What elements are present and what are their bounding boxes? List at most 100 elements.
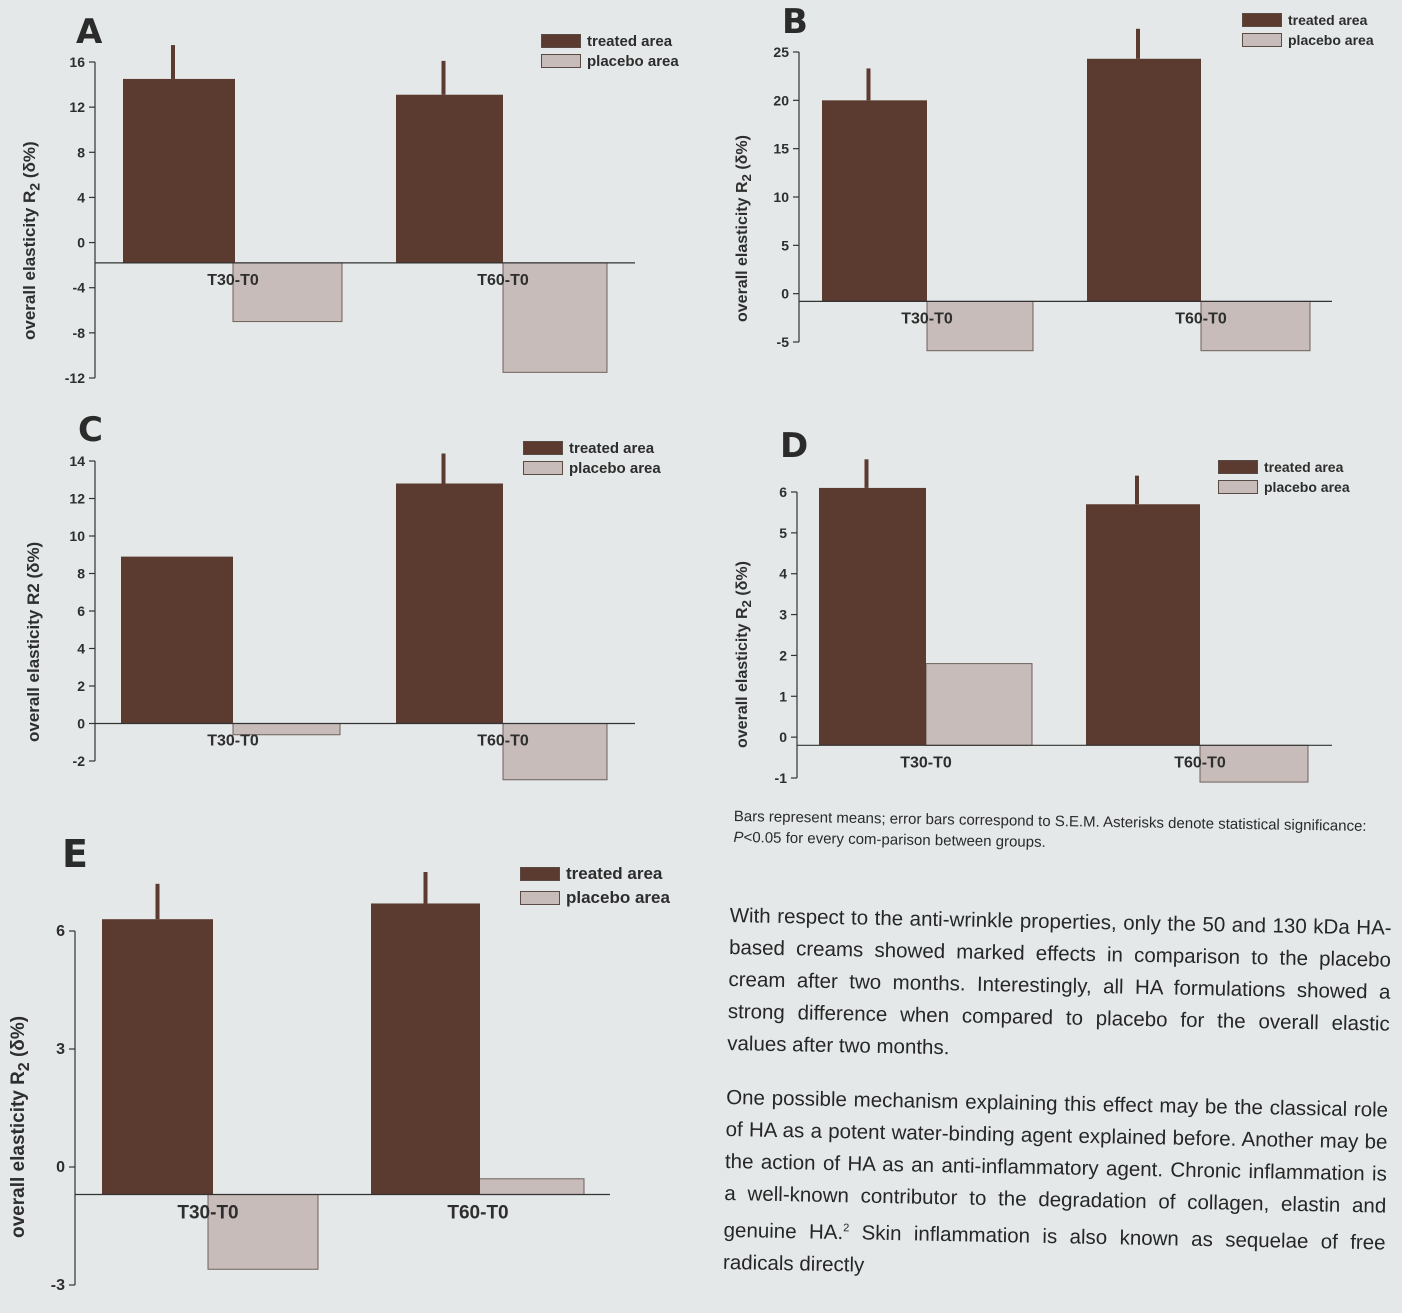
legend-label-treated: treated area bbox=[587, 32, 673, 50]
y-tick-label: 0 bbox=[781, 286, 789, 302]
y-tick-label: 6 bbox=[56, 923, 65, 940]
bar-treated bbox=[371, 903, 480, 1195]
legend: treated area placebo area bbox=[541, 31, 679, 71]
legend-swatch-treated bbox=[1242, 13, 1282, 27]
bar-treated bbox=[102, 919, 213, 1195]
x-category-label: T30-T0 bbox=[901, 310, 953, 327]
legend-swatch-placebo bbox=[1218, 480, 1258, 494]
y-tick-label: 0 bbox=[56, 1159, 65, 1176]
legend-swatch-placebo bbox=[520, 891, 560, 905]
chart-panel-e: E treated area placebo area overall elas… bbox=[0, 820, 720, 1294]
y-tick-label: 10 bbox=[69, 528, 85, 544]
y-tick-label: -12 bbox=[65, 370, 85, 386]
y-tick-label: 14 bbox=[69, 453, 85, 469]
y-tick-label: 12 bbox=[69, 99, 85, 115]
y-tick-label: 16 bbox=[69, 54, 85, 70]
bar-placebo bbox=[925, 663, 1033, 746]
bar-placebo bbox=[926, 300, 1034, 352]
bar-treated bbox=[819, 487, 926, 746]
y-tick-label: 5 bbox=[781, 237, 789, 253]
y-tick-label: 0 bbox=[77, 235, 85, 251]
bar-treated bbox=[1087, 58, 1201, 302]
y-tick-label: 8 bbox=[77, 566, 85, 582]
chart-plot: -12 -8 -4 0 4 8 12 16 T30-T0 T60-T0 bbox=[65, 45, 635, 386]
paragraph-1: With respect to the anti-wrinkle propert… bbox=[727, 903, 1392, 1060]
x-category-label: T60-T0 bbox=[1174, 754, 1226, 771]
legend-label-placebo: placebo area bbox=[569, 459, 661, 477]
legend-label-treated: treated area bbox=[569, 439, 655, 457]
caption-p-symbol: P bbox=[733, 828, 744, 847]
caption-text-end: <0.05 for every com-parison between grou… bbox=[743, 829, 1046, 851]
y-tick-label: 10 bbox=[773, 189, 789, 205]
y-tick-label: 4 bbox=[77, 641, 85, 657]
bar-placebo bbox=[207, 1194, 319, 1270]
y-tick-label: -1 bbox=[775, 770, 788, 786]
legend: treated area placebo area bbox=[520, 862, 670, 910]
chart-plot: -1 0 1 2 3 4 5 6 T30-T0 T60-T0 bbox=[775, 459, 1332, 786]
figure-caption: Bars represent means; error bars corresp… bbox=[733, 806, 1374, 858]
legend-label-treated: treated area bbox=[1288, 12, 1368, 28]
legend-label-treated: treated area bbox=[566, 864, 663, 883]
panel-label: C bbox=[78, 410, 103, 450]
article-body: With respect to the anti-wrinkle propert… bbox=[722, 900, 1392, 1313]
legend: treated area placebo area bbox=[1218, 457, 1350, 497]
bar-treated bbox=[396, 483, 503, 724]
chart-plot: -2 0 2 4 6 8 10 12 14 T30-T0 T60-T0 bbox=[69, 453, 635, 781]
bar-placebo bbox=[1200, 300, 1311, 352]
y-tick-label: 20 bbox=[773, 92, 789, 108]
legend-swatch-treated bbox=[541, 34, 581, 48]
legend-label-placebo: placebo area bbox=[566, 888, 670, 907]
legend-swatch-treated bbox=[523, 441, 563, 455]
y-tick-label: 3 bbox=[56, 1041, 65, 1058]
panel-label: B bbox=[782, 2, 808, 42]
y-tick-label: 6 bbox=[779, 484, 787, 500]
y-tick-label: 4 bbox=[77, 189, 85, 205]
x-category-label: T60-T0 bbox=[477, 733, 529, 750]
x-category-label: T60-T0 bbox=[477, 272, 529, 289]
paragraph-2-start: One possible mechanism explaining this e… bbox=[723, 1085, 1389, 1245]
y-tick-label: 6 bbox=[77, 603, 85, 619]
legend: treated area placebo area bbox=[1242, 10, 1374, 50]
y-tick-label: 4 bbox=[779, 566, 787, 582]
bar-placebo bbox=[232, 262, 343, 323]
y-tick-label: 8 bbox=[77, 144, 85, 160]
legend-label-placebo: placebo area bbox=[587, 52, 679, 70]
y-tick-label: 12 bbox=[69, 491, 85, 507]
x-category-label: T60-T0 bbox=[447, 1203, 508, 1224]
legend-label-treated: treated area bbox=[1264, 459, 1344, 475]
legend-swatch-placebo bbox=[541, 54, 581, 68]
chart-panel-b: B treated area placebo area overall elas… bbox=[720, 0, 1402, 400]
legend-swatch-treated bbox=[520, 867, 560, 881]
chart-plot: -3 0 3 6 T30-T0 T60-T0 bbox=[51, 872, 610, 1294]
y-tick-label: -3 bbox=[51, 1277, 65, 1294]
y-tick-label: -5 bbox=[777, 334, 790, 350]
y-tick-label: -8 bbox=[73, 325, 86, 341]
x-category-label: T30-T0 bbox=[900, 754, 952, 771]
bar-treated bbox=[396, 94, 503, 263]
bar-placebo bbox=[502, 262, 608, 373]
y-tick-label: 0 bbox=[77, 716, 85, 732]
x-category-label: T60-T0 bbox=[1175, 310, 1227, 327]
y-tick-label: -2 bbox=[73, 753, 86, 769]
legend-swatch-placebo bbox=[523, 461, 563, 475]
y-tick-label: 25 bbox=[773, 44, 789, 60]
y-tick-label: 2 bbox=[779, 647, 787, 663]
panel-label: E bbox=[62, 832, 88, 876]
bar-treated bbox=[123, 78, 235, 263]
panel-label: A bbox=[76, 12, 103, 52]
y-tick-label: 2 bbox=[77, 678, 85, 694]
y-tick-label: 5 bbox=[779, 525, 787, 541]
chart-plot: -5 0 5 10 15 20 25 T30-T0 T60-T0 bbox=[773, 28, 1332, 352]
chart-panel-c: C treated area placebo area overall elas… bbox=[0, 400, 720, 810]
bar-placebo bbox=[1199, 744, 1309, 783]
legend-swatch-treated bbox=[1218, 460, 1258, 474]
chart-panel-a: A treated area placebo area overall elas… bbox=[0, 0, 720, 400]
legend-label-placebo: placebo area bbox=[1264, 479, 1350, 495]
bar-placebo bbox=[502, 723, 608, 781]
y-tick-label: 1 bbox=[779, 688, 787, 704]
x-category-label: T30-T0 bbox=[177, 1203, 238, 1224]
paragraph-2: One possible mechanism explaining this e… bbox=[723, 1082, 1389, 1292]
x-category-label: T30-T0 bbox=[207, 272, 259, 289]
x-category-label: T30-T0 bbox=[207, 733, 259, 750]
y-tick-label: 15 bbox=[773, 141, 789, 157]
